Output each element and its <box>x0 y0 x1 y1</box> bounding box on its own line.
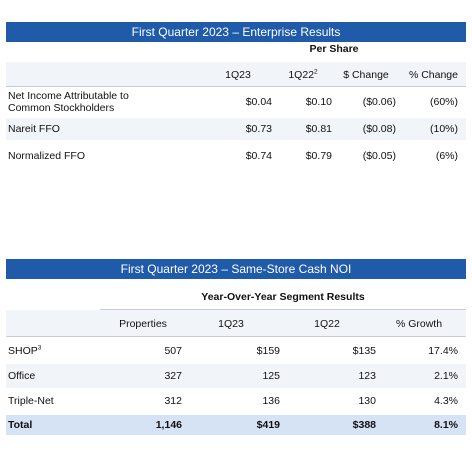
col-header-1q23: 1Q23 <box>218 318 244 330</box>
col-header-growth: % Growth <box>395 318 443 330</box>
total-growth: 8.1% <box>434 419 458 431</box>
cell-pct-change: (10%) <box>429 123 458 135</box>
segment-results-header: Year-Over-Year Segment Results <box>201 291 365 303</box>
cell-1q23: 125 <box>262 370 280 382</box>
column-header-band <box>6 310 466 336</box>
enterprise-results-title: First Quarter 2023 – Enterprise Results <box>6 22 466 42</box>
cell-1q22: $135 <box>352 345 376 357</box>
row-shade <box>6 118 466 140</box>
cell-1q22: $0.81 <box>305 123 332 135</box>
cell-growth: 17.4% <box>428 345 458 357</box>
row-shade <box>6 364 466 388</box>
row-label: Normalized FFO <box>8 150 86 162</box>
cell-1q22: $0.79 <box>305 150 332 162</box>
cell-properties: 327 <box>164 370 182 382</box>
cell-dollar-change: ($0.06) <box>362 96 396 108</box>
col-header-1q22: 1Q222 <box>288 68 318 81</box>
cell-1q23: $0.74 <box>245 150 272 162</box>
per-share-header: Per Share <box>309 43 359 55</box>
row-label: Nareit FFO <box>8 123 60 135</box>
cell-1q23: 136 <box>262 395 280 407</box>
cell-pct-change: (6%) <box>435 150 458 162</box>
footnote-marker: 2 <box>314 68 318 76</box>
col-header-dollar-change: $ Change <box>343 69 389 81</box>
cell-properties: 507 <box>164 345 182 357</box>
noi-title: First Quarter 2023 – Same-Store Cash NOI <box>6 259 466 279</box>
footnote-marker: 3 <box>37 344 42 352</box>
divider <box>6 86 466 87</box>
cell-pct-change: (60%) <box>429 96 458 108</box>
total-label: Total <box>8 419 33 431</box>
cell-1q22: 130 <box>358 395 376 407</box>
row-label: Net Income Attributable to <box>8 90 129 102</box>
col-header-properties: Properties <box>119 318 167 330</box>
total-1q23: $419 <box>256 419 280 431</box>
row-label: Triple-Net <box>8 395 54 407</box>
cell-dollar-change: ($0.08) <box>362 123 396 135</box>
divider <box>100 309 466 310</box>
total-1q22: $388 <box>352 419 376 431</box>
column-header-band <box>6 62 466 86</box>
cell-dollar-change: ($0.05) <box>362 150 396 162</box>
cell-growth: 2.1% <box>434 370 458 382</box>
row-label: Common Stockholders <box>8 102 115 114</box>
divider <box>6 336 466 337</box>
row-label: SHOP3 <box>8 344 42 357</box>
cell-1q22: 123 <box>358 370 376 382</box>
total-row-band <box>6 415 466 435</box>
cell-1q22: $0.10 <box>305 96 332 108</box>
cell-1q23: $0.73 <box>245 123 272 135</box>
cell-1q23: $0.04 <box>245 96 272 108</box>
cell-growth: 4.3% <box>434 395 458 407</box>
cell-properties: 312 <box>164 395 182 407</box>
col-header-1q23: 1Q23 <box>225 69 251 81</box>
col-header-1q22: 1Q22 <box>314 318 340 330</box>
row-label: Office <box>8 370 36 382</box>
cell-1q23: $159 <box>256 345 280 357</box>
total-properties: 1,146 <box>155 419 182 431</box>
col-header-pct-change: % Change <box>408 69 458 81</box>
